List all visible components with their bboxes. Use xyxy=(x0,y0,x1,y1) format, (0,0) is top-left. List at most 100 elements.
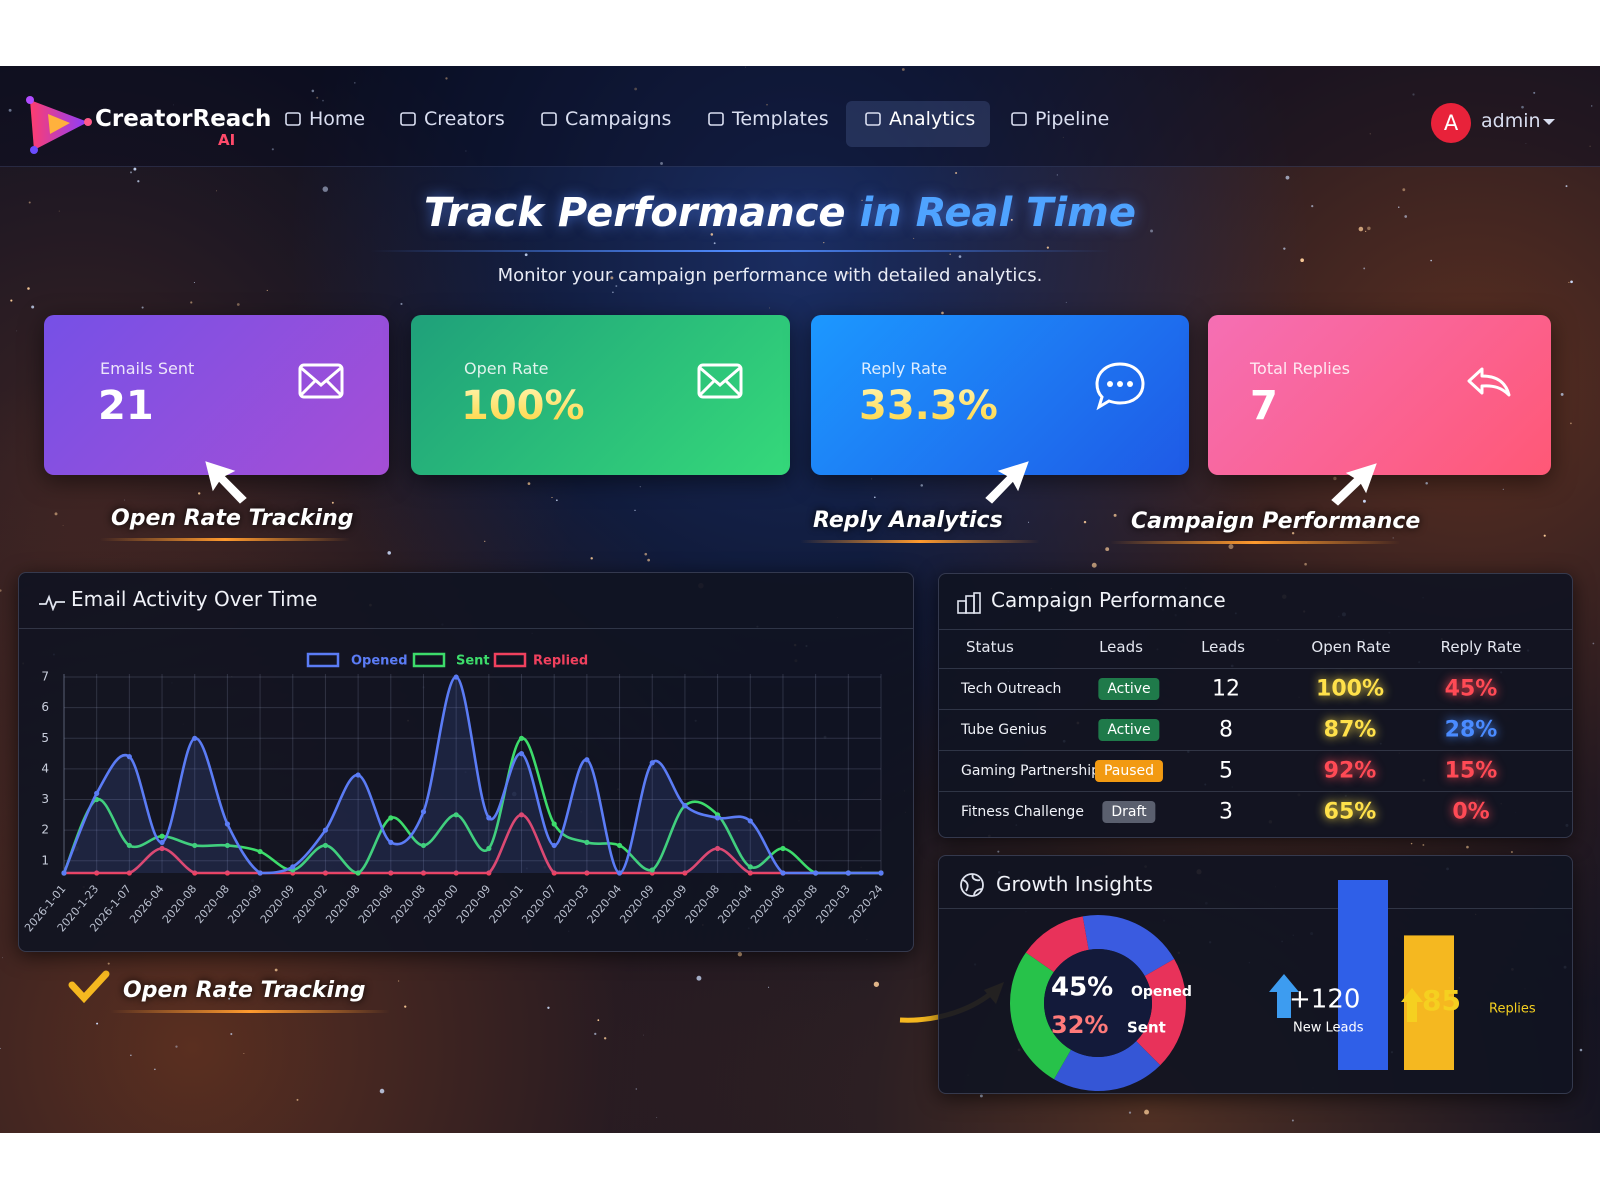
nav-icon xyxy=(708,112,724,126)
star xyxy=(1311,205,1314,208)
donut-label: Opened xyxy=(1131,984,1192,1000)
stat-card[interactable]: Open Rate 100% xyxy=(411,315,790,475)
callout-glow xyxy=(1110,541,1400,544)
nav-icon xyxy=(1011,112,1027,126)
bar-value: 85 xyxy=(1422,984,1461,1017)
point xyxy=(388,870,394,876)
donut-segment xyxy=(1054,1041,1161,1091)
star xyxy=(8,108,12,112)
star xyxy=(107,962,110,965)
star xyxy=(955,171,958,175)
star xyxy=(243,1053,245,1054)
growth-graphic: 45% Opened 32% Sent +120 New Leads 85 Replies xyxy=(1010,880,1536,1091)
star xyxy=(1358,226,1364,232)
point xyxy=(192,735,198,741)
up-arrow xyxy=(1401,988,1423,1022)
nav-icon xyxy=(400,112,416,126)
star xyxy=(547,1006,550,1009)
point xyxy=(420,870,427,876)
star xyxy=(228,997,231,1000)
hero-title-highlight: in Real Time xyxy=(859,190,1136,236)
star xyxy=(1363,267,1366,270)
stat-card[interactable]: Reply Rate 33.3% xyxy=(811,315,1189,475)
star xyxy=(1128,1111,1132,1114)
nav-item[interactable]: Campaigns xyxy=(540,108,671,130)
callout-glow xyxy=(100,538,350,541)
star xyxy=(1304,562,1307,566)
star xyxy=(1283,247,1286,250)
series-line xyxy=(63,813,881,875)
stat-card[interactable]: Emails Sent 21 xyxy=(44,315,389,475)
point xyxy=(257,848,263,855)
leads: 12 xyxy=(1212,676,1240,702)
point xyxy=(715,815,721,821)
star xyxy=(527,482,531,486)
growth-panel: Growth Insights 45% Opened 32% Sent +120 New … xyxy=(938,855,1573,1094)
star xyxy=(1144,1109,1150,1115)
panel-title: Campaign Performance xyxy=(991,588,1226,612)
star xyxy=(949,253,952,256)
line-chart: 12345672026-1-012020-1-232026-1-072026-0… xyxy=(22,652,886,934)
callout: Campaign Performance xyxy=(1131,509,1421,534)
star xyxy=(524,253,528,257)
nav-label: Home xyxy=(309,108,366,130)
point xyxy=(159,839,165,845)
star xyxy=(1568,281,1570,284)
star xyxy=(387,551,391,555)
series-area xyxy=(64,677,881,873)
star xyxy=(555,499,558,502)
avatar[interactable]: A xyxy=(1431,103,1471,143)
campaign-panel: Campaign Performance Status Leads Leads Ope… xyxy=(938,573,1573,838)
star xyxy=(274,968,278,972)
nav-icon xyxy=(285,112,301,126)
status-badge: Active xyxy=(1098,678,1160,700)
star xyxy=(58,210,60,212)
star xyxy=(1150,229,1153,233)
nav-item[interactable]: Home xyxy=(284,108,365,130)
point xyxy=(878,870,884,876)
star xyxy=(31,305,35,309)
nav-item[interactable]: Pipeline xyxy=(1010,108,1109,130)
hero-title: Track Performance in Real Time xyxy=(0,190,1560,236)
mail-icon xyxy=(298,363,344,399)
status-badge: Paused xyxy=(1094,760,1164,782)
reply-rate: 28% xyxy=(1444,717,1498,743)
star xyxy=(744,66,746,68)
nav-item[interactable]: Analytics xyxy=(864,108,975,130)
star xyxy=(1579,1048,1583,1052)
star xyxy=(634,87,638,91)
column-header: Status xyxy=(966,638,1014,656)
star xyxy=(190,301,193,304)
nav-item[interactable]: Creators xyxy=(399,108,505,130)
point xyxy=(257,870,263,876)
nav-item[interactable]: Templates xyxy=(707,108,829,130)
star xyxy=(1291,531,1295,535)
point xyxy=(486,845,492,852)
stat-value: 100% xyxy=(461,383,585,429)
star xyxy=(1010,218,1013,221)
star xyxy=(1228,544,1234,550)
status-badge: Draft xyxy=(1102,801,1156,823)
user-menu[interactable]: admin xyxy=(1481,110,1541,132)
divider xyxy=(19,628,913,629)
legend-swatch xyxy=(306,652,340,668)
star xyxy=(193,281,195,284)
panel-title: Growth Insights xyxy=(996,872,1153,896)
star xyxy=(1300,258,1304,263)
star xyxy=(130,1054,132,1056)
star xyxy=(271,148,274,151)
callout-glow xyxy=(110,1010,390,1013)
stat-card[interactable]: Total Replies 7 xyxy=(1208,315,1551,475)
star xyxy=(0,589,2,592)
star xyxy=(173,104,174,106)
brand[interactable]: CreatorReach xyxy=(95,106,272,132)
point xyxy=(224,821,230,827)
point xyxy=(518,735,525,741)
star xyxy=(696,975,702,981)
bar xyxy=(1338,880,1388,1070)
star xyxy=(766,103,768,106)
point xyxy=(486,815,492,821)
point xyxy=(747,870,753,876)
nav-label: Pipeline xyxy=(1035,108,1110,130)
star xyxy=(1364,230,1367,233)
